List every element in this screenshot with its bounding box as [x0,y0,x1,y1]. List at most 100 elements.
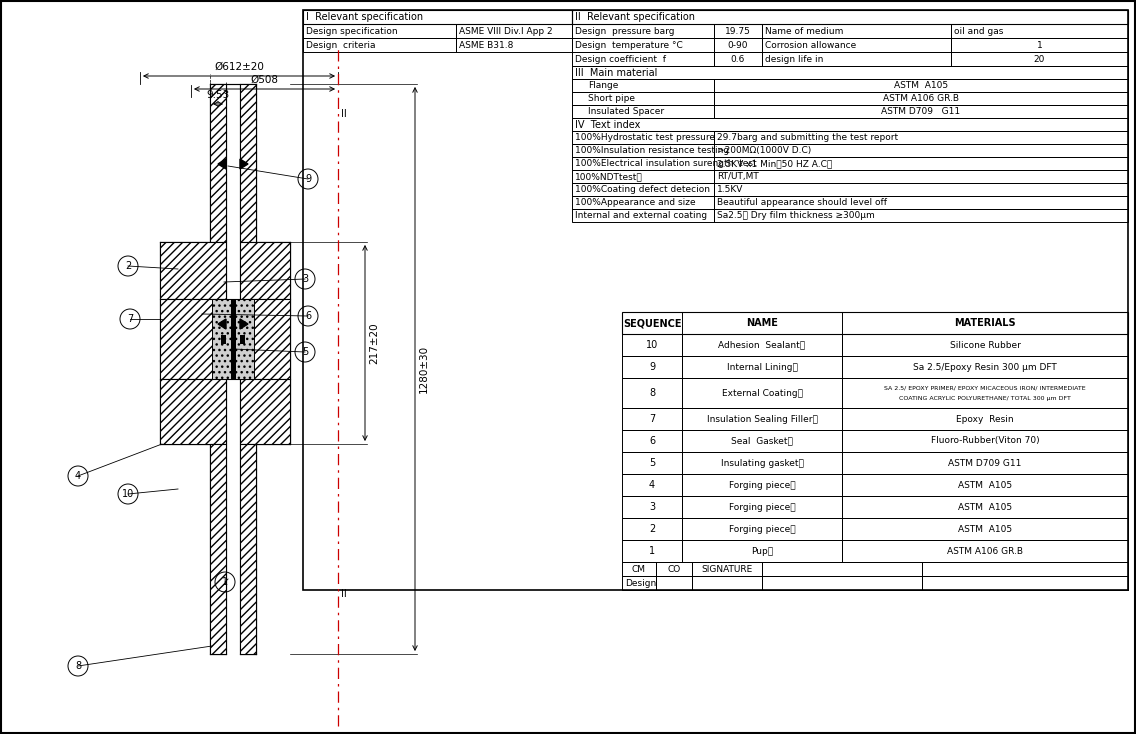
Bar [922,562,1128,576]
Bar [623,378,682,408]
Text: II  Relevant specification: II Relevant specification [575,12,695,22]
Bar [715,209,1128,222]
Text: Insulation Sealing Filler：: Insulation Sealing Filler： [707,415,818,424]
Bar [573,196,715,209]
Text: Internal Lining：: Internal Lining： [727,363,797,371]
Text: ASTM D709   G11: ASTM D709 G11 [882,107,961,116]
Polygon shape [240,159,248,169]
Text: II: II [341,589,346,599]
Bar [951,38,1128,52]
Bar [842,540,1128,562]
Bar [682,540,842,562]
Bar [715,144,1128,157]
Text: Epoxy  Resin: Epoxy Resin [957,415,1013,424]
Bar [715,79,1128,92]
Text: 5: 5 [302,347,308,357]
Bar [842,518,1128,540]
Text: 1: 1 [649,546,655,556]
Bar [715,24,762,38]
Text: 9: 9 [304,174,311,184]
Bar [842,496,1128,518]
Bar [623,562,655,576]
Text: Pup：: Pup： [751,547,774,556]
Text: >200MΩ(1000V D.C): >200MΩ(1000V D.C) [717,146,811,155]
Bar [682,430,842,452]
Polygon shape [240,84,256,242]
Text: Internal and external coating: Internal and external coating [575,211,707,220]
Bar [623,408,682,430]
Bar [715,157,1128,170]
Text: 2: 2 [649,524,655,534]
Bar [623,540,682,562]
Bar [573,79,715,92]
Bar [573,92,715,105]
Bar [573,157,715,170]
Text: ASTM  A105: ASTM A105 [894,81,949,90]
Bar [715,105,1128,118]
Text: Forging piece：: Forging piece： [728,525,795,534]
Text: 8: 8 [649,388,655,398]
Text: III  Main material: III Main material [575,68,658,78]
Text: I  Relevant specification: I Relevant specification [306,12,423,22]
Polygon shape [160,299,226,379]
Bar [231,299,235,379]
Text: 1280±30: 1280±30 [419,345,429,393]
Bar [456,38,573,52]
Text: Short pipe: Short pipe [588,94,635,103]
Bar [573,66,1128,79]
Text: 9: 9 [649,362,655,372]
Polygon shape [240,242,290,299]
Bar [573,105,715,118]
Bar [922,576,1128,590]
Text: Insulating gasket：: Insulating gasket： [720,459,803,468]
Bar [623,334,682,356]
Text: 100%Coating defect detecion: 100%Coating defect detecion [575,185,710,194]
Bar [573,131,715,144]
Bar [655,576,692,590]
Text: SEQUENCE: SEQUENCE [623,318,682,328]
Bar [623,452,682,474]
Text: 19.75: 19.75 [725,26,751,35]
Bar [240,335,245,344]
Bar [573,10,1128,24]
Bar [715,38,762,52]
Text: 8: 8 [75,661,81,671]
Text: Silicone Rubber: Silicone Rubber [950,341,1020,349]
Text: II: II [341,109,346,119]
Bar [682,518,842,540]
Text: ASTM A106 GR.B: ASTM A106 GR.B [947,547,1024,556]
Text: ASTM  A105: ASTM A105 [958,481,1012,490]
Text: 5: 5 [649,458,655,468]
Text: 1: 1 [1037,40,1043,49]
Bar [303,38,456,52]
Bar [692,562,762,576]
Text: Ø508: Ø508 [251,75,278,85]
Bar [303,10,573,24]
Text: 0.6: 0.6 [730,54,745,64]
Text: 217±20: 217±20 [369,322,379,364]
Bar [573,52,715,66]
Text: ASTM  A105: ASTM A105 [958,503,1012,512]
Polygon shape [240,444,256,654]
Bar [573,38,715,52]
Text: Design  criteria: Design criteria [306,40,376,49]
Bar [842,356,1128,378]
Text: 3: 3 [302,274,308,284]
Text: 1: 1 [222,577,228,587]
Text: 10: 10 [646,340,658,350]
Text: 6: 6 [649,436,655,446]
Bar [951,24,1128,38]
Bar [692,576,762,590]
Bar [456,24,573,38]
Bar [682,452,842,474]
Bar [623,430,682,452]
Text: SA 2.5/ EPOXY PRIMER/ EPOXY MICACEOUS IRON/ INTERMEDIATE: SA 2.5/ EPOXY PRIMER/ EPOXY MICACEOUS IR… [884,385,1086,390]
Text: 20: 20 [1034,54,1045,64]
Bar [842,452,1128,474]
Bar [573,118,1128,131]
Text: 7: 7 [649,414,655,424]
Bar [715,170,1128,183]
Polygon shape [218,319,226,329]
Bar [842,408,1128,430]
Bar [682,356,842,378]
